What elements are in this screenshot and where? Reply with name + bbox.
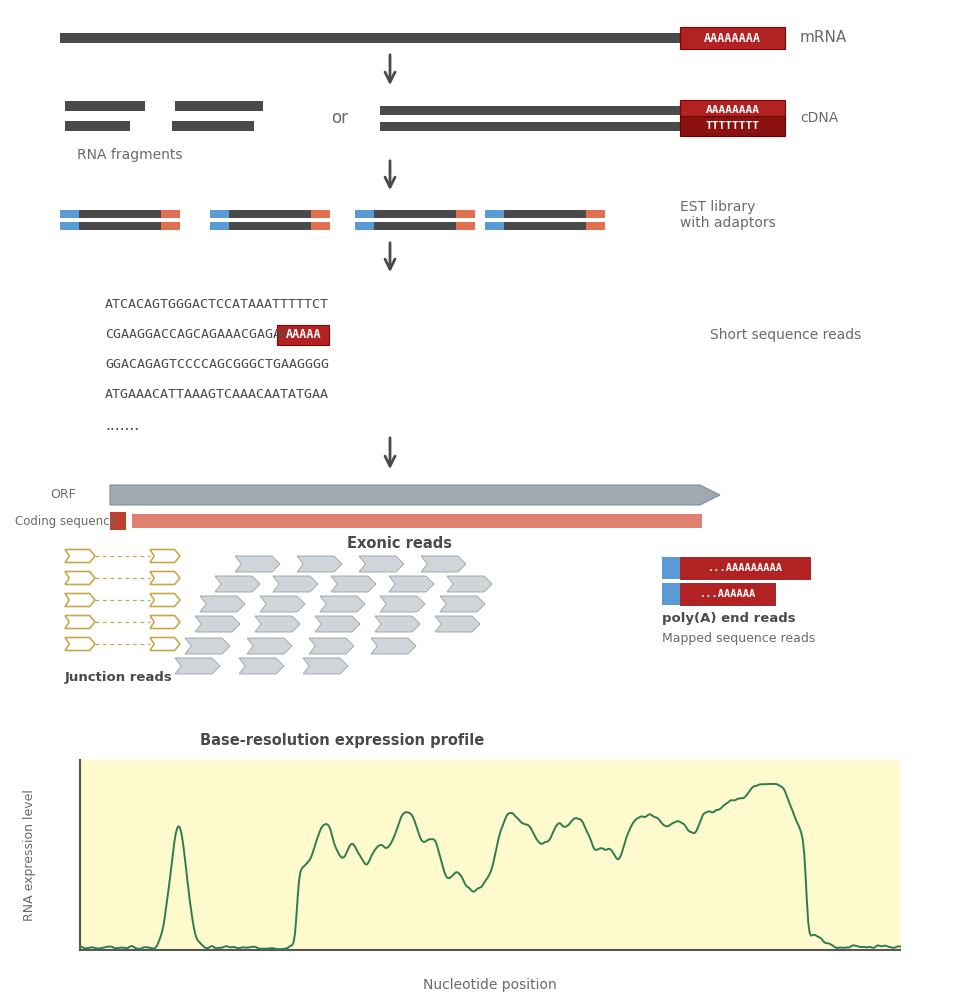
Text: Junction reads: Junction reads	[65, 671, 172, 684]
Text: CGAAGGACCAGCAGAAACGAGAG: CGAAGGACCAGCAGAAACGAGAG	[105, 329, 289, 342]
Polygon shape	[185, 638, 230, 654]
Bar	[485, 210, 504, 218]
Bar	[374, 210, 455, 218]
Text: Coding sequence: Coding sequence	[15, 514, 116, 527]
Polygon shape	[110, 485, 720, 505]
Bar	[380, 122, 680, 131]
Bar	[175, 101, 263, 111]
Bar	[60, 33, 680, 43]
Text: AAAAAAAA: AAAAAAAA	[705, 105, 760, 115]
Bar	[680, 27, 785, 49]
Text: mRNA: mRNA	[800, 31, 847, 46]
Polygon shape	[200, 596, 245, 612]
Bar	[586, 210, 605, 218]
Polygon shape	[175, 658, 220, 674]
Text: EST library
with adaptors: EST library with adaptors	[680, 200, 776, 230]
Bar	[311, 222, 330, 230]
Bar	[132, 514, 702, 528]
Bar	[60, 222, 79, 230]
Text: AAAAA: AAAAA	[286, 329, 322, 342]
Bar	[172, 121, 254, 131]
Bar	[355, 222, 374, 230]
Polygon shape	[315, 616, 360, 632]
Bar	[504, 210, 586, 218]
Bar	[680, 583, 775, 605]
Polygon shape	[273, 576, 318, 592]
Bar	[230, 210, 311, 218]
Bar	[65, 121, 130, 131]
Text: Exonic reads: Exonic reads	[348, 536, 453, 551]
Bar	[662, 557, 680, 579]
Polygon shape	[359, 556, 404, 572]
Polygon shape	[260, 596, 305, 612]
Polygon shape	[371, 638, 416, 654]
Bar	[79, 222, 161, 230]
Polygon shape	[215, 576, 260, 592]
Bar	[161, 222, 180, 230]
Polygon shape	[255, 616, 300, 632]
Bar	[79, 210, 161, 218]
Text: cDNA: cDNA	[800, 111, 838, 125]
Bar	[110, 512, 126, 530]
Bar	[311, 210, 330, 218]
Text: RNA expression level: RNA expression level	[23, 789, 37, 921]
Text: ...AAAAAAAAA: ...AAAAAAAAA	[707, 563, 783, 573]
Bar	[504, 222, 586, 230]
Bar	[455, 222, 475, 230]
Text: RNA fragments: RNA fragments	[78, 148, 183, 162]
Text: AAAAAAAA: AAAAAAAA	[704, 32, 761, 45]
Text: or: or	[331, 109, 349, 127]
Bar	[210, 210, 230, 218]
Text: Nucleotide position: Nucleotide position	[423, 978, 557, 992]
Polygon shape	[247, 638, 292, 654]
Text: poly(A) end reads: poly(A) end reads	[662, 612, 796, 625]
Polygon shape	[309, 638, 354, 654]
Text: ATGAAACATTAAAGTCAAACAATATGAA: ATGAAACATTAAAGTCAAACAATATGAA	[105, 389, 329, 402]
Bar	[680, 100, 785, 120]
Polygon shape	[421, 556, 466, 572]
Polygon shape	[239, 658, 284, 674]
Bar	[161, 210, 180, 218]
Bar	[662, 583, 680, 605]
Polygon shape	[320, 596, 365, 612]
Bar	[586, 222, 605, 230]
Polygon shape	[235, 556, 280, 572]
Bar	[355, 210, 374, 218]
Bar	[65, 101, 145, 111]
Text: Base-resolution expression profile: Base-resolution expression profile	[200, 733, 484, 748]
Bar	[380, 106, 680, 115]
Text: ATCACAGTGGGACTCCATAAATTTTTCT: ATCACAGTGGGACTCCATAAATTTTTCT	[105, 299, 329, 312]
Bar	[680, 557, 810, 579]
Polygon shape	[435, 616, 480, 632]
Polygon shape	[380, 596, 425, 612]
Polygon shape	[440, 596, 485, 612]
Polygon shape	[303, 658, 348, 674]
Bar	[455, 210, 475, 218]
Bar	[374, 222, 455, 230]
Polygon shape	[195, 616, 240, 632]
Polygon shape	[297, 556, 342, 572]
Polygon shape	[389, 576, 434, 592]
Bar	[210, 222, 230, 230]
Text: .......: .......	[105, 418, 140, 433]
Bar	[230, 222, 311, 230]
Bar	[680, 116, 785, 136]
Polygon shape	[375, 616, 420, 632]
Polygon shape	[331, 576, 376, 592]
Polygon shape	[447, 576, 492, 592]
Bar	[277, 325, 329, 345]
Bar	[485, 222, 504, 230]
Text: TTTTTTTT: TTTTTTTT	[705, 121, 760, 131]
Bar	[80, 760, 900, 950]
Bar	[60, 210, 79, 218]
Text: ORF: ORF	[50, 489, 76, 501]
Text: Short sequence reads: Short sequence reads	[710, 328, 861, 342]
Text: GGACAGAGTCCCCAGCGGGCTGAAGGGG: GGACAGAGTCCCCAGCGGGCTGAAGGGG	[105, 359, 329, 372]
Text: Mapped sequence reads: Mapped sequence reads	[662, 632, 815, 645]
Text: ...AAAAAA: ...AAAAAA	[700, 589, 756, 599]
